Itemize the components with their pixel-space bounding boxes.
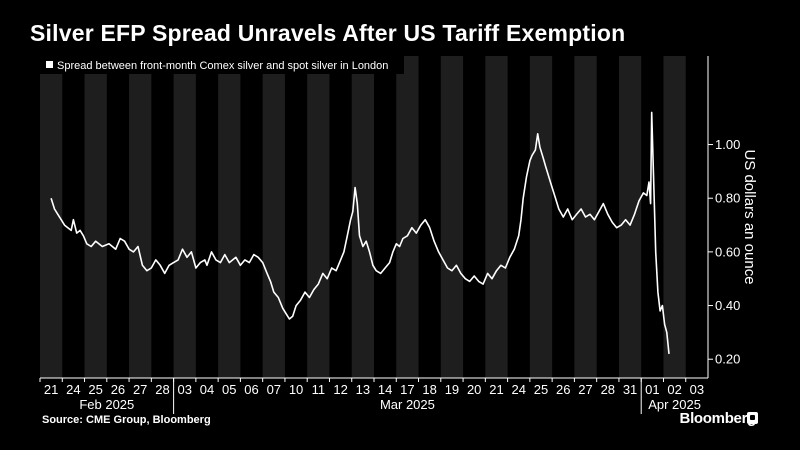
x-tick-label: 05	[222, 382, 236, 397]
x-tick-label: 18	[422, 382, 436, 397]
x-tick-label: 24	[511, 382, 525, 397]
column-band	[218, 56, 241, 378]
x-tick-label: 03	[690, 382, 704, 397]
column-band	[440, 56, 464, 378]
series-line	[50, 111, 670, 354]
month-label: Apr 2025	[648, 397, 701, 412]
column-band	[129, 56, 152, 378]
x-tick-label: 06	[244, 382, 258, 397]
y-tick-label: 0.80	[715, 191, 740, 206]
y-tick-label: 1.00	[715, 137, 740, 152]
x-tick-label: 31	[623, 382, 637, 397]
x-tick-label: 19	[445, 382, 459, 397]
x-tick-label: 04	[200, 382, 214, 397]
column-band	[529, 56, 553, 378]
x-tick-label: 17	[400, 382, 414, 397]
x-tick-label: 28	[601, 382, 615, 397]
brand-logo-icon	[747, 412, 758, 424]
x-tick-label: 25	[534, 382, 548, 397]
column-band	[351, 56, 374, 378]
column-band	[173, 56, 196, 378]
y-axis-label: US dollars an ounce	[741, 149, 758, 284]
column-band	[485, 56, 508, 378]
x-tick-label: 27	[133, 382, 147, 397]
x-tick-label: 28	[155, 382, 169, 397]
column-band	[262, 56, 285, 378]
x-tick-label: 21	[44, 382, 58, 397]
legend-label: Spread between front-month Comex silver …	[57, 60, 388, 72]
chart-title: Silver EFP Spread Unravels After US Tari…	[30, 20, 626, 46]
x-tick-label: 25	[88, 382, 102, 397]
column-band	[396, 56, 419, 378]
column-bands	[40, 56, 686, 378]
brand-name: Bloomberg	[679, 410, 757, 427]
x-tick-label: 03	[177, 382, 191, 397]
legend-swatch	[46, 61, 53, 68]
x-tick-label: 27	[578, 382, 592, 397]
legend-box	[40, 56, 404, 74]
column-band	[40, 56, 63, 378]
y-tick-label: 0.20	[715, 352, 740, 367]
x-tick-label: 07	[267, 382, 281, 397]
x-tick-label: 21	[489, 382, 503, 397]
month-label: Mar 2025	[380, 397, 435, 412]
x-tick-label: 26	[111, 382, 125, 397]
column-band	[618, 56, 642, 378]
column-band	[307, 56, 330, 378]
column-band	[84, 56, 107, 378]
source-note: Source: CME Group, Bloomberg	[42, 414, 211, 426]
y-tick-label: 0.40	[715, 298, 740, 313]
month-label: Feb 2025	[79, 397, 134, 412]
column-band	[663, 56, 686, 378]
x-tick-label: 01	[645, 382, 659, 397]
x-tick-label: 12	[333, 382, 347, 397]
x-tick-label: 13	[356, 382, 370, 397]
y-tick-label: 0.60	[715, 244, 740, 259]
x-tick-label: 10	[289, 382, 303, 397]
x-tick-label: 26	[556, 382, 570, 397]
x-tick-label: 20	[467, 382, 481, 397]
x-tick-label: 14	[378, 382, 392, 397]
x-tick-label: 11	[312, 382, 326, 397]
x-tick-label: 02	[667, 382, 681, 397]
x-tick-label: 24	[66, 382, 80, 397]
